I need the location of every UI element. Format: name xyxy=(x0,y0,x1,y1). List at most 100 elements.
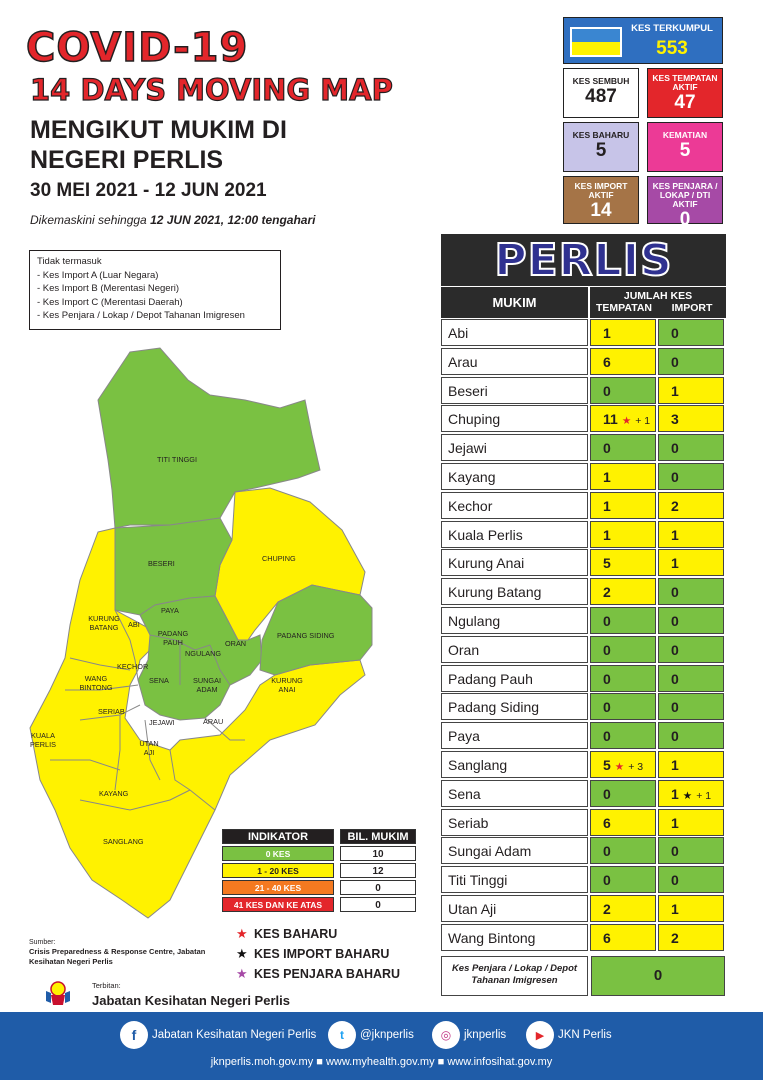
column-header-mukim: MUKIM xyxy=(441,287,588,318)
youtube-link[interactable]: ▶ JKN Perlis xyxy=(526,1020,612,1050)
import-cell: 3 xyxy=(658,405,724,433)
stat-import-value: 14 xyxy=(590,200,612,221)
indicator-value-3: 0 xyxy=(340,897,416,912)
table-row: Kurung Anai 5 1 xyxy=(441,549,726,578)
mukim-name: Seriab xyxy=(441,808,588,836)
table-row: Sungai Adam 0 0 xyxy=(441,837,726,866)
mukim-name: Padang Pauh xyxy=(441,664,588,692)
import-cell: 0 xyxy=(658,722,724,750)
exclusion-item: - Kes Import C (Merentasi Daerah) xyxy=(37,296,183,308)
jata-negara-logo-icon xyxy=(42,977,74,1009)
table-row: Kurung Batang 2 0 xyxy=(441,578,726,607)
tempatan-value: 0 xyxy=(603,728,611,745)
tempatan-value: 6 xyxy=(603,353,611,370)
mukim-name: Ngulang xyxy=(441,607,588,634)
instagram-link[interactable]: ◎ jknperlis xyxy=(432,1020,506,1050)
import-cell: 0 xyxy=(658,347,724,375)
map-label-wang-bintong: WANG BINTONG xyxy=(79,674,113,692)
import-value: 0 xyxy=(671,584,679,601)
indicator-label-2: 21 - 40 KES xyxy=(222,880,334,895)
purple-star-icon: ★ xyxy=(236,966,248,981)
instagram-label: jknperlis xyxy=(464,1029,507,1041)
import-cell: 1 xyxy=(658,895,724,922)
stat-baharu: KES BAHARU 5 xyxy=(563,122,639,172)
stat-penjara-value: 0 xyxy=(679,209,691,230)
map-label-padang-siding: PADANG SIDING xyxy=(277,631,335,640)
table-row: Seriab 6 1 xyxy=(441,808,726,838)
indicator-count-header: BIL. MUKIM xyxy=(340,829,416,844)
stat-aktif-value: 47 xyxy=(674,92,696,113)
indicator-table: INDIKATOR BIL. MUKIM 0 KES 10 1 - 20 KES… xyxy=(222,829,416,914)
black-star-icon: ★ xyxy=(682,789,693,802)
map-label-ngulang: NGULANG xyxy=(185,649,222,658)
mukim-name: Sena xyxy=(441,779,588,807)
table-row: Titi Tinggi 0 0 xyxy=(441,866,726,895)
import-value: 0 xyxy=(671,728,679,745)
tempatan-cell: 0 xyxy=(590,376,656,404)
table-row: Kuala Perlis 1 1 xyxy=(441,520,726,550)
import-value: 1 xyxy=(671,526,679,543)
tempatan-value: 0 xyxy=(603,699,611,716)
page-title: COVID-19 xyxy=(25,25,249,71)
indicator-value-1: 12 xyxy=(340,863,416,878)
facebook-link[interactable]: f Jabatan Kesihatan Negeri Perlis xyxy=(120,1020,316,1050)
tempatan-cell: 6 xyxy=(590,808,656,836)
facebook-icon: f xyxy=(120,1021,148,1049)
import-value: 0 xyxy=(671,325,679,341)
indicator-label-1: 1 - 20 KES xyxy=(222,863,334,878)
exclusions-box: Tidak termasuk - Kes Import A (Luar Nega… xyxy=(29,250,281,330)
mukim-name: Kechor xyxy=(441,491,588,519)
table-row: Padang Siding 0 0 xyxy=(441,693,726,722)
import-cell: 1 xyxy=(658,808,724,836)
mukim-name: Kurung Batang xyxy=(441,578,588,606)
map-label-kayang: KAYANG xyxy=(99,789,129,798)
tempatan-value: 0 xyxy=(603,670,611,687)
tempatan-cell: 0 xyxy=(590,837,656,865)
import-cell: 0 xyxy=(658,635,724,663)
region-padang-siding xyxy=(259,584,373,676)
youtube-label: JKN Perlis xyxy=(558,1029,612,1041)
mukim-name: Kuala Perlis xyxy=(441,520,588,548)
import-value: 3 xyxy=(671,411,679,428)
map-label-chuping: CHUPING xyxy=(262,554,296,563)
exclusion-item: - Kes Import B (Merentasi Negeri) xyxy=(37,283,180,294)
tempatan-cell: 0 xyxy=(590,635,656,663)
instagram-icon: ◎ xyxy=(432,1021,460,1049)
map-label-sungai-adam: SUNGAI ADAM xyxy=(193,676,221,694)
new-case-note: + 1 xyxy=(696,789,712,802)
red-star-icon: ★ xyxy=(614,761,625,773)
tempatan-cell: 5 ★ + 3 xyxy=(590,751,656,778)
table-row: Abi 1 0 xyxy=(441,319,726,348)
twitter-icon: t xyxy=(328,1021,356,1049)
stat-total: KES TERKUMPUL 553 xyxy=(563,17,723,64)
facebook-label: Jabatan Kesihatan Negeri Perlis xyxy=(152,1029,317,1041)
tempatan-cell: 1 xyxy=(590,463,656,490)
stat-aktif: KES TEMPATAN AKTIF 47 xyxy=(647,68,723,118)
map-label-padang-pauh: PADANG PAUH xyxy=(157,629,189,647)
tempatan-cell: 0 xyxy=(590,664,656,692)
import-value: 0 xyxy=(671,670,679,687)
map-label-titi-tinggi: TITI TINGGI xyxy=(157,455,197,464)
twitter-link[interactable]: t @jknperlis xyxy=(328,1020,414,1050)
footer-links[interactable]: jknperlis.moh.gov.my ■ www.myhealth.gov.… xyxy=(210,1056,553,1068)
tempatan-value: 5 xyxy=(603,555,611,572)
penjara-row: Kes Penjara / Lokap / Depot Tahanan Imig… xyxy=(441,956,726,996)
mukim-name: Chuping xyxy=(441,405,588,433)
import-value: 0 xyxy=(671,440,679,457)
table-row: Ngulang 0 0 xyxy=(441,607,726,636)
stat-kematian-value: 5 xyxy=(679,140,691,161)
mukim-name: Sanglang xyxy=(441,751,588,778)
map-label-seriab: SERIAB xyxy=(98,707,125,716)
tempatan-cell: 0 xyxy=(590,434,656,462)
map-label-kuala-perlis: KUALA PERLIS xyxy=(30,731,56,749)
import-value: 1 xyxy=(671,901,679,917)
region-central-green xyxy=(137,595,263,721)
tempatan-value: 1 xyxy=(603,526,611,543)
import-cell: 0 xyxy=(658,578,724,606)
black-star-icon: ★ xyxy=(236,946,248,961)
mukim-name: Arau xyxy=(441,347,588,375)
map-label-jejawi: JEJAWI xyxy=(149,718,175,727)
mukim-name: Utan Aji xyxy=(441,895,588,922)
tempatan-cell: 1 xyxy=(590,491,656,519)
